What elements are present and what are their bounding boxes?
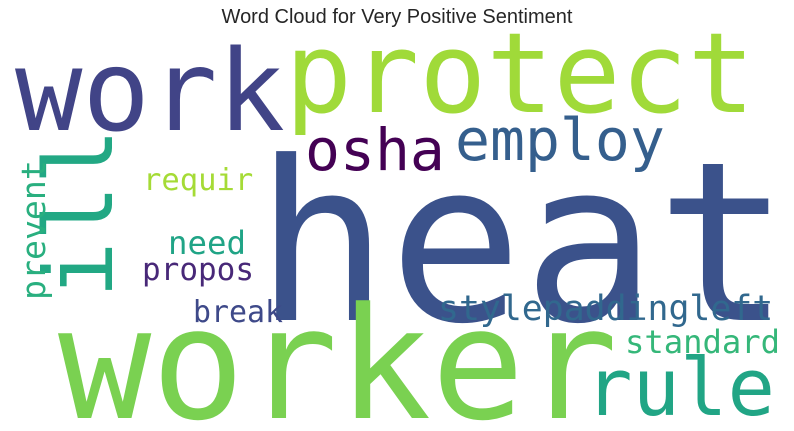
word-worker: worker bbox=[58, 274, 618, 431]
chart-title: Word Cloud for Very Positive Sentiment bbox=[221, 6, 573, 28]
word-osha: osha bbox=[305, 116, 445, 184]
word-employ: employ bbox=[455, 106, 665, 174]
word-requir: requir bbox=[143, 163, 253, 198]
word-prevent: prevent bbox=[14, 160, 53, 300]
word-work: work bbox=[15, 27, 285, 157]
word-need: need bbox=[168, 224, 246, 262]
word-standard: standard bbox=[625, 323, 780, 361]
word-break: break bbox=[193, 295, 283, 330]
word-propos: propos bbox=[142, 252, 254, 288]
word-heat: heat bbox=[255, 115, 790, 373]
word-ill: ill bbox=[26, 128, 135, 298]
word-rule: rule bbox=[585, 342, 775, 431]
word-stylepaddingleft: stylepaddingleft bbox=[438, 289, 773, 329]
word-protect: protect bbox=[285, 10, 755, 139]
